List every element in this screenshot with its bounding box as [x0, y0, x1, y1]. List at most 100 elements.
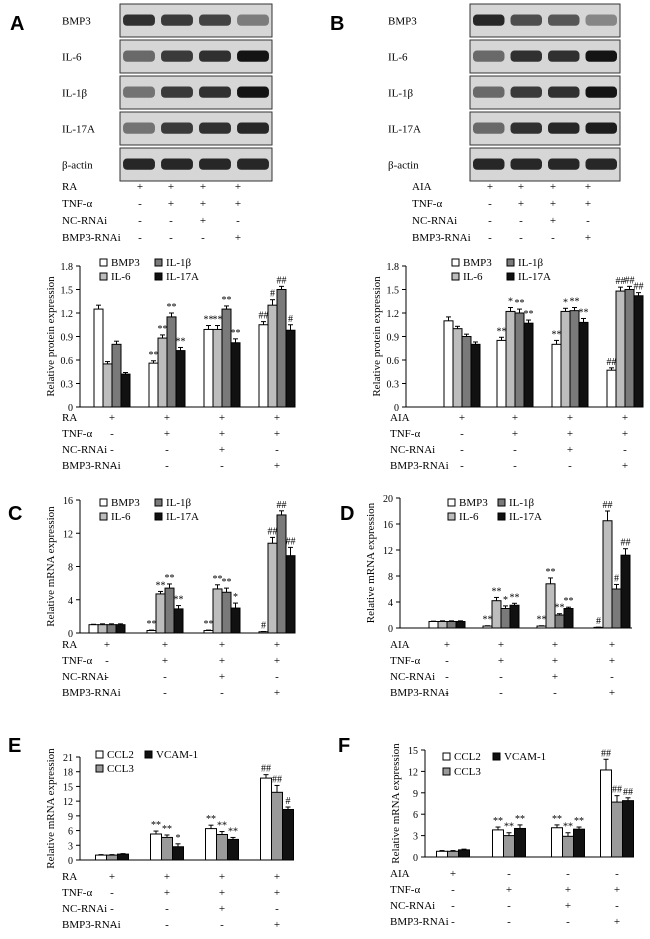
treatment-sign: +: [109, 412, 115, 424]
y-axis-label: Relative protein expression: [45, 276, 57, 397]
y-tick-label: 0: [413, 853, 418, 864]
bar: [436, 850, 448, 858]
y-tick-label: 0.3: [387, 380, 400, 391]
significance-mark: ##: [623, 787, 633, 798]
legend-swatch: [154, 258, 163, 267]
treatment-label: NC-RNAi: [62, 215, 107, 227]
treatment-sign: +: [512, 412, 518, 424]
significance-mark: **: [217, 821, 227, 832]
y-axis-label: Relative mRNA expression: [390, 743, 402, 864]
significance-mark: **: [156, 580, 166, 591]
legend-label: IL-17A: [509, 511, 542, 523]
treatment-sign: +: [104, 639, 110, 651]
blot-band: [473, 14, 505, 26]
legend-swatch: [144, 750, 153, 759]
legend-label: IL-1β: [518, 257, 544, 269]
blot-band: [161, 50, 193, 62]
treatment-sign: +: [109, 871, 115, 883]
treatment-sign: +: [235, 232, 241, 244]
treatment-sign: -: [519, 232, 523, 244]
blot-label: IL-17A: [62, 124, 95, 136]
blot-band: [585, 86, 617, 98]
treatment-sign: -: [220, 460, 224, 472]
blot-band: [123, 86, 155, 98]
treatment-sign: +: [614, 916, 620, 928]
blot-label: IL-1β: [388, 88, 414, 100]
treatment-sign: +: [274, 460, 280, 472]
bar: [93, 308, 104, 408]
bar: [285, 555, 296, 634]
blot-band: [199, 122, 231, 134]
bar: [461, 336, 472, 408]
bar: [622, 800, 634, 858]
western-blot-B: BMP3 IL-6 IL-1β IL-17A β-actin AIA + + + + TNF-α - +…: [388, 3, 621, 244]
y-tick-label: 1.5: [61, 286, 74, 297]
blot-label: IL-6: [388, 52, 408, 64]
treatment-sign: +: [518, 198, 524, 210]
significance-mark: **: [228, 826, 238, 837]
treatment-label: TNF-α: [62, 887, 92, 899]
blot-band: [123, 122, 155, 134]
panel-letter-C: C: [8, 503, 22, 525]
bar: [205, 828, 217, 861]
significance-mark: **: [552, 814, 562, 825]
treatment-sign: -: [615, 900, 619, 912]
treatment-sign: +: [274, 428, 280, 440]
treatment-sign: -: [163, 671, 167, 683]
bar: [230, 607, 241, 634]
treatment-sign: +: [498, 655, 504, 667]
treatment-sign: +: [609, 687, 615, 699]
blot-band: [237, 14, 269, 26]
treatment-label: BMP3-RNAi: [62, 687, 121, 699]
legend-swatch: [99, 498, 108, 507]
legend-swatch: [154, 498, 163, 507]
treatment-sign: +: [168, 181, 174, 193]
y-axis-label: Relative protein expression: [371, 276, 383, 397]
blot-band: [123, 14, 155, 26]
blot-band: [123, 50, 155, 62]
significance-mark: **: [213, 315, 223, 326]
bar: [267, 304, 278, 408]
bar: [496, 339, 507, 408]
treatment-sign: +: [487, 181, 493, 193]
blot-band: [548, 86, 580, 98]
y-tick-label: 6: [68, 827, 73, 838]
treatment-sign: +: [219, 871, 225, 883]
treatment-sign: -: [201, 232, 205, 244]
legend-swatch: [442, 767, 451, 776]
significance-mark: *: [233, 592, 238, 603]
treatment-sign: -: [499, 687, 503, 699]
bar: [97, 624, 108, 634]
treatment-sign: +: [450, 868, 456, 880]
significance-mark: **: [162, 824, 172, 835]
treatment-label: AIA: [390, 868, 410, 880]
y-tick-label: 1.5: [387, 286, 400, 297]
significance-mark: #: [286, 796, 291, 807]
significance-mark: #: [270, 289, 275, 300]
treatment-sign: -: [138, 232, 142, 244]
blot-band: [548, 50, 580, 62]
treatment-sign: +: [585, 181, 591, 193]
blot-band: [585, 50, 617, 62]
treatment-sign: -: [110, 919, 114, 931]
treatment-sign: -: [220, 687, 224, 699]
y-axis-label: Relative mRNA expression: [45, 748, 57, 869]
bar: [173, 608, 184, 634]
y-tick-label: 16: [383, 520, 393, 531]
treatment-sign: -: [513, 460, 517, 472]
bar: [260, 777, 272, 861]
legend-label: VCAM-1: [504, 751, 546, 763]
bar: [221, 591, 232, 634]
treatment-label: BMP3-RNAi: [390, 687, 449, 699]
treatment-sign: -: [169, 215, 173, 227]
bar: [500, 608, 511, 629]
y-axis-label: Relative mRNA expression: [365, 502, 377, 623]
legend-label: IL-17A: [166, 271, 199, 283]
blot-band: [199, 86, 231, 98]
blot-band: [510, 50, 542, 62]
treatment-sign: -: [488, 232, 492, 244]
legend-label: IL-17A: [518, 271, 551, 283]
y-tick-label: 15: [408, 746, 418, 757]
treatment-label: TNF-α: [390, 428, 420, 440]
